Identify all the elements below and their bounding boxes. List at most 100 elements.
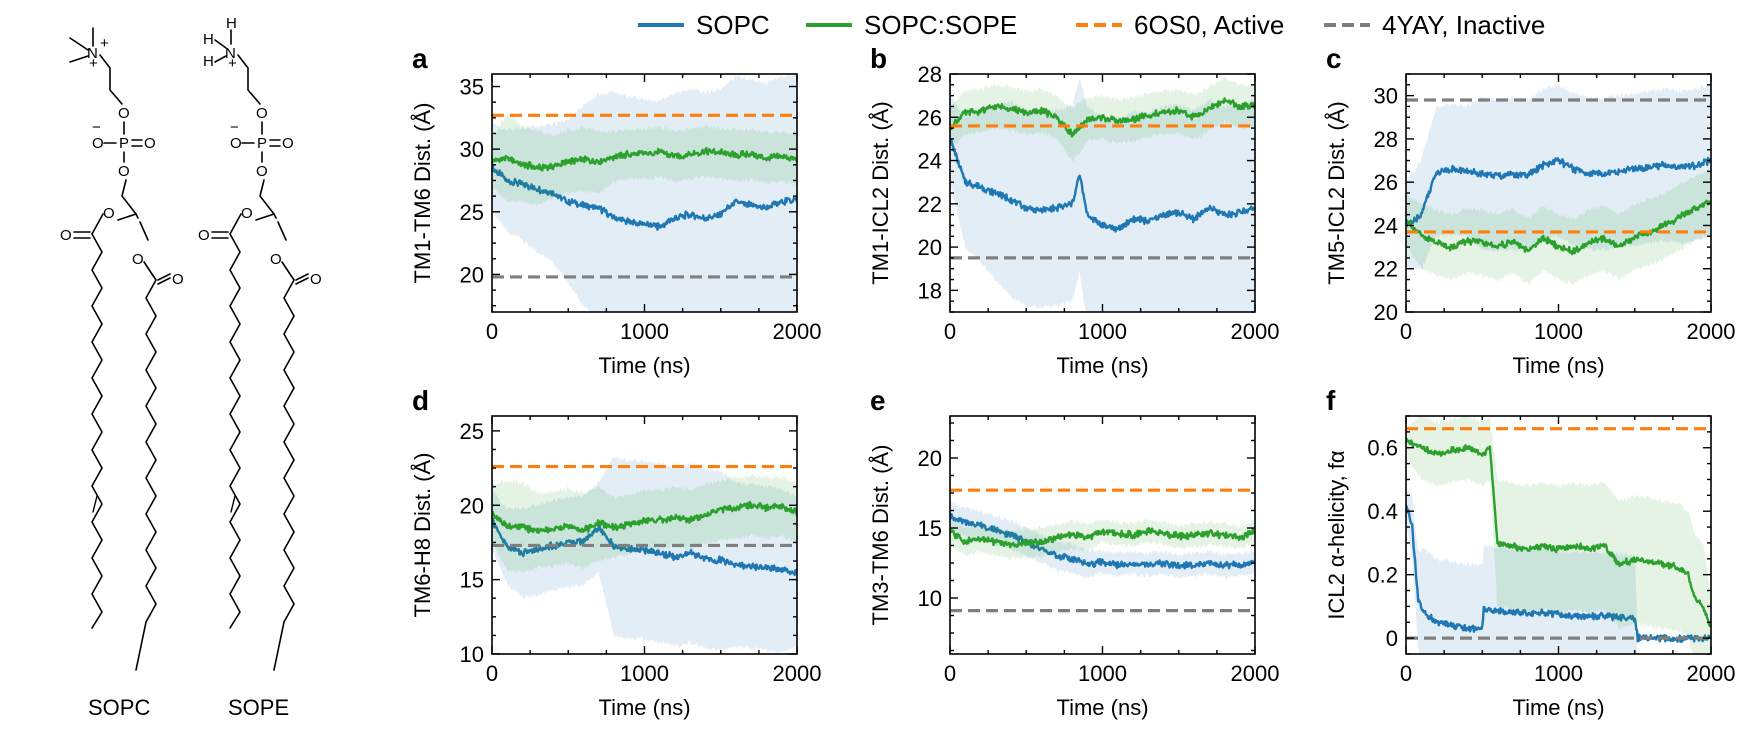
legend-entry-active: 6OS0, Active	[1076, 10, 1284, 40]
y-tick-label-f: 0	[1386, 626, 1398, 651]
y-tick-label-f: 0.6	[1367, 436, 1398, 461]
x-axis-label-f: Time (ns)	[1512, 695, 1604, 720]
legend-entry-sopc: SOPC	[638, 10, 770, 40]
x-axis-label-d: Time (ns)	[598, 695, 690, 720]
band-b-sopc	[950, 79, 1255, 312]
y-tick-label-a: 25	[460, 200, 484, 225]
series-line-a-sopc	[492, 164, 797, 231]
x-tick-label-a: 0	[486, 319, 498, 344]
svg-text:O: O	[172, 271, 184, 288]
y-tick-label-a: 35	[460, 75, 484, 100]
x-tick-label-e: 0	[944, 661, 956, 686]
band-a-sopc-sope	[492, 113, 797, 207]
y-tick-label-c: 20	[1374, 300, 1398, 325]
series-line-d-sopc-sope	[492, 500, 797, 534]
plot-area-b	[950, 76, 1255, 312]
y-tick-label-f: 0.2	[1367, 563, 1398, 588]
series-line-d-sopc	[492, 517, 797, 577]
panel-e: 0 1000 2000 10 15 20 Time (ns) TM3-TM6 Dist. (Å…	[868, 385, 1279, 720]
svg-text:O: O	[282, 135, 294, 152]
y-tick-label-b: 28	[918, 62, 942, 87]
y-tick-label-b: 20	[918, 235, 942, 260]
y-tick-label-e: 20	[918, 446, 942, 471]
x-axis-label-a: Time (ns)	[598, 353, 690, 378]
band-c-sopc-sope	[1406, 168, 1711, 285]
svg-text:O: O	[310, 271, 322, 288]
svg-text:H: H	[226, 15, 237, 32]
band-a-sopc	[492, 74, 797, 312]
x-axis-label-b: Time (ns)	[1056, 353, 1148, 378]
series-line-f-sopc-sope	[1406, 438, 1711, 628]
y-tick-label-e: 15	[918, 516, 942, 541]
series-line-e-sopc-sope	[950, 526, 1255, 549]
x-tick-label-c: 2000	[1687, 319, 1736, 344]
y-tick-label-d: 20	[460, 493, 484, 518]
legend-label-active: 6OS0, Active	[1134, 10, 1284, 40]
legend: SOPC SOPC:SOPE 6OS0, Active 4YAY, Inacti…	[638, 10, 1545, 40]
plot-area-f	[1406, 416, 1711, 654]
y-tick-label-a: 20	[460, 262, 484, 287]
x-tick-label-a: 2000	[773, 319, 822, 344]
x-tick-label-f: 2000	[1687, 661, 1736, 686]
molecule-label-sope: SOPE	[228, 695, 289, 720]
y-tick-label-f: 0.4	[1367, 499, 1398, 524]
series-line-c-sopc	[1406, 156, 1711, 228]
x-axis-label-e: Time (ns)	[1056, 695, 1148, 720]
svg-text:P: P	[119, 135, 129, 152]
svg-text:O: O	[256, 163, 268, 180]
y-tick-label-b: 24	[918, 149, 942, 174]
molecule-structures: N + + O P O − O O O O O	[60, 15, 322, 720]
svg-text:O: O	[103, 205, 115, 222]
y-tick-label-b: 18	[918, 278, 942, 303]
x-tick-label-b: 1000	[1078, 319, 1127, 344]
svg-text:+: +	[228, 55, 237, 72]
y-axis-label-b: TM1-ICL2 Dist. (Å)	[868, 101, 893, 284]
panel-f: 0 1000 2000 0 0.2 0.4 0.6 Time (ns) ICL2 α-helic…	[1324, 385, 1735, 720]
panel-b: 0 1000 2000 18 20 22 24 26 28 Time (ns) TM1-ICL2 D…	[868, 43, 1279, 378]
sopc-structure: N + + O P O − O O O O O	[60, 27, 184, 720]
svg-text:P: P	[257, 135, 267, 152]
band-c-sopc	[1406, 82, 1711, 271]
plot-area-c	[1406, 82, 1711, 285]
x-tick-label-c: 1000	[1534, 319, 1583, 344]
y-tick-label-a: 30	[460, 137, 484, 162]
panel-c: 0 1000 2000 20 22 24 26 28 30 Time (ns) TM5-ICL2 D…	[1324, 43, 1735, 378]
x-tick-label-c: 0	[1400, 319, 1412, 344]
y-tick-label-d: 10	[460, 642, 484, 667]
svg-text:+: +	[89, 55, 98, 72]
svg-text:O: O	[144, 135, 156, 152]
molecule-label-sopc: SOPC	[88, 695, 150, 720]
svg-text:N: N	[87, 45, 98, 62]
y-tick-label-c: 26	[1374, 170, 1398, 195]
y-tick-label-c: 24	[1374, 213, 1398, 238]
panel-label-a: a	[412, 43, 428, 74]
legend-entry-sopc-sope: SOPC:SOPE	[806, 10, 1017, 40]
series-line-e-sopc	[950, 513, 1255, 570]
panel-label-d: d	[412, 385, 429, 416]
panel-label-c: c	[1326, 43, 1342, 74]
series-line-b-sopc	[950, 139, 1255, 233]
svg-text:+: +	[100, 35, 109, 52]
y-tick-label-b: 26	[918, 105, 942, 130]
panel-a: 0 1000 2000 20 25 30 35 Time (ns) TM1-TM6 Dist. …	[410, 43, 821, 378]
series-line-b-sopc-sope	[950, 97, 1255, 138]
legend-label-inactive: 4YAY, Inactive	[1382, 10, 1545, 40]
y-axis-label-d: TM6-H8 Dist. (Å)	[410, 453, 435, 618]
x-tick-label-b: 2000	[1231, 319, 1280, 344]
svg-text:O: O	[270, 251, 282, 268]
sope-structure: H H H N + O P O − O O O O	[198, 15, 322, 720]
svg-text:O: O	[230, 135, 242, 152]
plot-area-a	[492, 74, 797, 312]
legend-label-sopc: SOPC	[696, 10, 770, 40]
svg-text:O: O	[118, 163, 130, 180]
y-axis-label-c: TM5-ICL2 Dist. (Å)	[1324, 101, 1349, 284]
svg-text:H: H	[203, 53, 214, 70]
band-e-sopc	[950, 501, 1255, 580]
svg-text:O: O	[198, 227, 210, 244]
x-tick-label-d: 2000	[773, 661, 822, 686]
x-tick-label-f: 1000	[1534, 661, 1583, 686]
band-f-sopc	[1406, 487, 1711, 654]
svg-text:O: O	[256, 105, 268, 122]
x-tick-label-f: 0	[1400, 661, 1412, 686]
